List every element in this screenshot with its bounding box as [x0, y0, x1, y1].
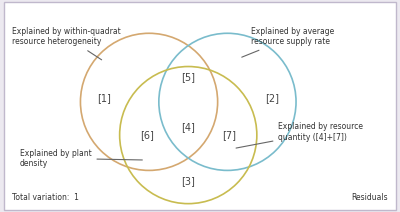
Text: Explained by resource
quantity ([4]+[7]): Explained by resource quantity ([4]+[7]) — [236, 122, 363, 148]
FancyBboxPatch shape — [4, 2, 396, 210]
Text: [6]: [6] — [140, 130, 154, 140]
Text: Explained by within-quadrat
resource heterogeneity: Explained by within-quadrat resource het… — [12, 27, 120, 60]
Text: Total variation:  1: Total variation: 1 — [12, 192, 79, 202]
Text: Explained by plant
density: Explained by plant density — [20, 149, 142, 168]
Text: [7]: [7] — [222, 130, 236, 140]
Text: [3]: [3] — [181, 176, 195, 186]
Text: [4]: [4] — [181, 122, 195, 132]
Text: Explained by average
resource supply rate: Explained by average resource supply rat… — [242, 27, 334, 57]
Text: [1]: [1] — [97, 93, 111, 103]
Text: [5]: [5] — [181, 72, 195, 82]
Text: Residuals: Residuals — [352, 192, 388, 202]
Text: [2]: [2] — [266, 93, 280, 103]
